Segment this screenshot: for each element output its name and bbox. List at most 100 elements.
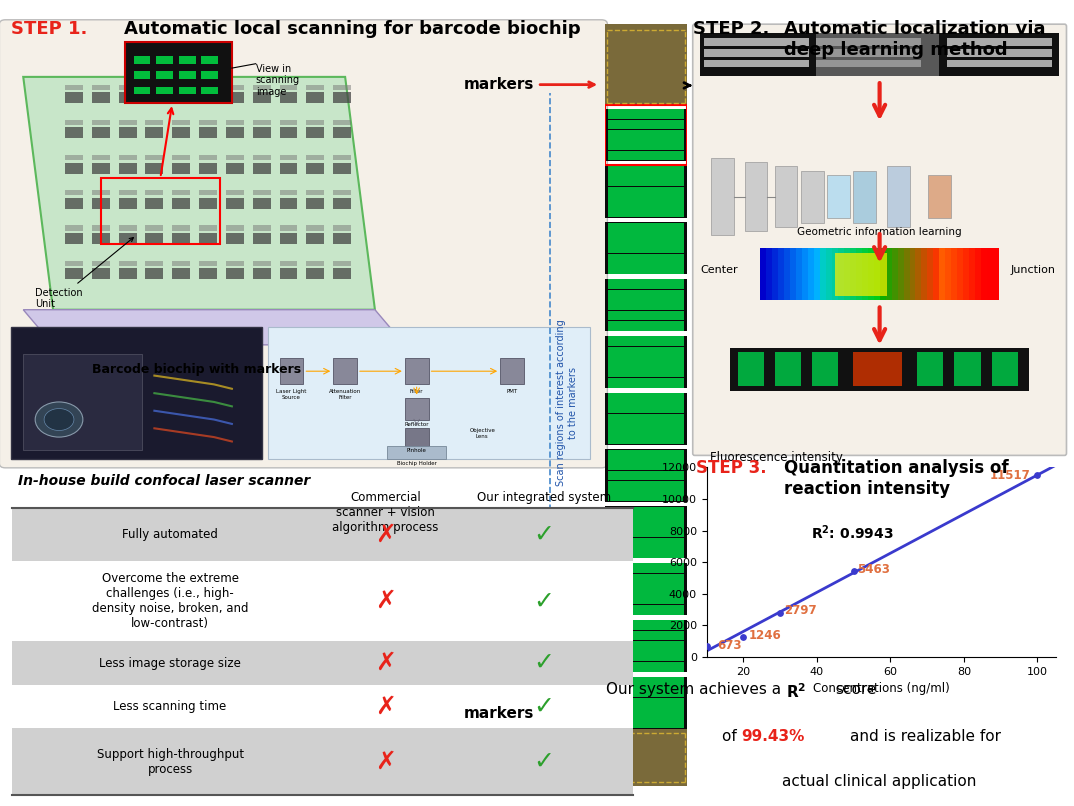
Point: [735, 631, 752, 644]
Bar: [700, 33, 1059, 76]
Bar: [12, 561, 633, 642]
Bar: [608, 651, 684, 661]
Bar: [12, 685, 633, 729]
Bar: [252, 268, 271, 279]
Bar: [252, 226, 271, 231]
Polygon shape: [24, 310, 405, 345]
Bar: [608, 119, 684, 130]
Bar: [252, 233, 271, 244]
Bar: [145, 260, 163, 266]
Bar: [608, 677, 684, 687]
Bar: [975, 248, 982, 300]
Bar: [226, 260, 244, 266]
Bar: [91, 127, 110, 139]
Bar: [608, 233, 684, 243]
FancyBboxPatch shape: [0, 20, 608, 467]
Bar: [608, 300, 684, 310]
Text: 5463: 5463: [857, 563, 890, 576]
Bar: [333, 85, 351, 90]
Bar: [605, 620, 687, 672]
Bar: [172, 163, 190, 173]
Text: Barcode biochip with markers: Barcode biochip with markers: [91, 363, 301, 376]
Bar: [279, 120, 297, 125]
Bar: [252, 190, 271, 196]
Text: STEP 3.: STEP 3.: [696, 459, 767, 477]
Bar: [850, 248, 856, 300]
Bar: [816, 38, 920, 46]
Bar: [608, 563, 684, 573]
Bar: [608, 290, 684, 300]
Bar: [917, 352, 943, 386]
Bar: [854, 352, 902, 386]
Bar: [608, 450, 684, 459]
Bar: [608, 538, 684, 547]
Bar: [608, 207, 684, 218]
Bar: [605, 450, 687, 501]
Bar: [335, 345, 343, 367]
Bar: [608, 357, 684, 367]
Bar: [169, 345, 176, 367]
Bar: [252, 345, 259, 367]
Text: Less scanning time: Less scanning time: [114, 700, 227, 713]
Bar: [993, 248, 999, 300]
Bar: [608, 222, 684, 233]
Bar: [172, 197, 190, 209]
Bar: [608, 140, 684, 150]
Bar: [608, 109, 684, 119]
Text: ✓: ✓: [534, 695, 554, 719]
Text: ✗: ✗: [375, 589, 396, 613]
Bar: [844, 248, 850, 300]
Bar: [202, 71, 218, 79]
Text: Biochip Holder: Biochip Holder: [396, 461, 437, 466]
Bar: [145, 85, 163, 90]
Bar: [982, 248, 987, 300]
Bar: [873, 248, 880, 300]
Bar: [605, 279, 687, 331]
Bar: [933, 248, 940, 300]
Bar: [199, 155, 217, 160]
Bar: [118, 190, 136, 196]
Bar: [145, 197, 163, 209]
Bar: [352, 345, 360, 367]
Text: ✓: ✓: [534, 750, 554, 774]
Bar: [608, 595, 684, 604]
Bar: [199, 233, 217, 244]
Bar: [202, 345, 209, 367]
Bar: [199, 120, 217, 125]
Bar: [703, 48, 809, 56]
Bar: [812, 352, 839, 386]
Text: Automatic local scanning for barcode biochip: Automatic local scanning for barcode bio…: [124, 20, 580, 38]
Bar: [947, 48, 1051, 56]
Bar: [605, 729, 687, 786]
Text: View in
scanning
image: View in scanning image: [256, 64, 300, 97]
Bar: [955, 352, 981, 386]
Bar: [118, 226, 136, 231]
Bar: [118, 260, 136, 266]
Bar: [826, 248, 831, 300]
Bar: [118, 197, 136, 209]
Text: score: score: [834, 682, 876, 697]
Bar: [118, 92, 136, 103]
Bar: [279, 92, 297, 103]
Bar: [172, 233, 190, 244]
Bar: [605, 336, 687, 388]
Bar: [868, 248, 873, 300]
Bar: [608, 310, 684, 321]
Bar: [118, 85, 136, 90]
Bar: [608, 662, 684, 671]
Bar: [226, 233, 244, 244]
Text: actual clinical application: actual clinical application: [783, 774, 976, 789]
Bar: [861, 248, 868, 300]
Bar: [306, 92, 324, 103]
Text: ✗: ✗: [375, 522, 396, 546]
Bar: [405, 358, 429, 384]
Bar: [306, 260, 324, 266]
Bar: [252, 85, 271, 90]
Bar: [145, 127, 163, 139]
Bar: [606, 105, 686, 164]
Text: ✓: ✓: [534, 651, 554, 675]
Bar: [172, 260, 190, 266]
Bar: [608, 548, 684, 558]
Bar: [199, 260, 217, 266]
Bar: [333, 155, 351, 160]
